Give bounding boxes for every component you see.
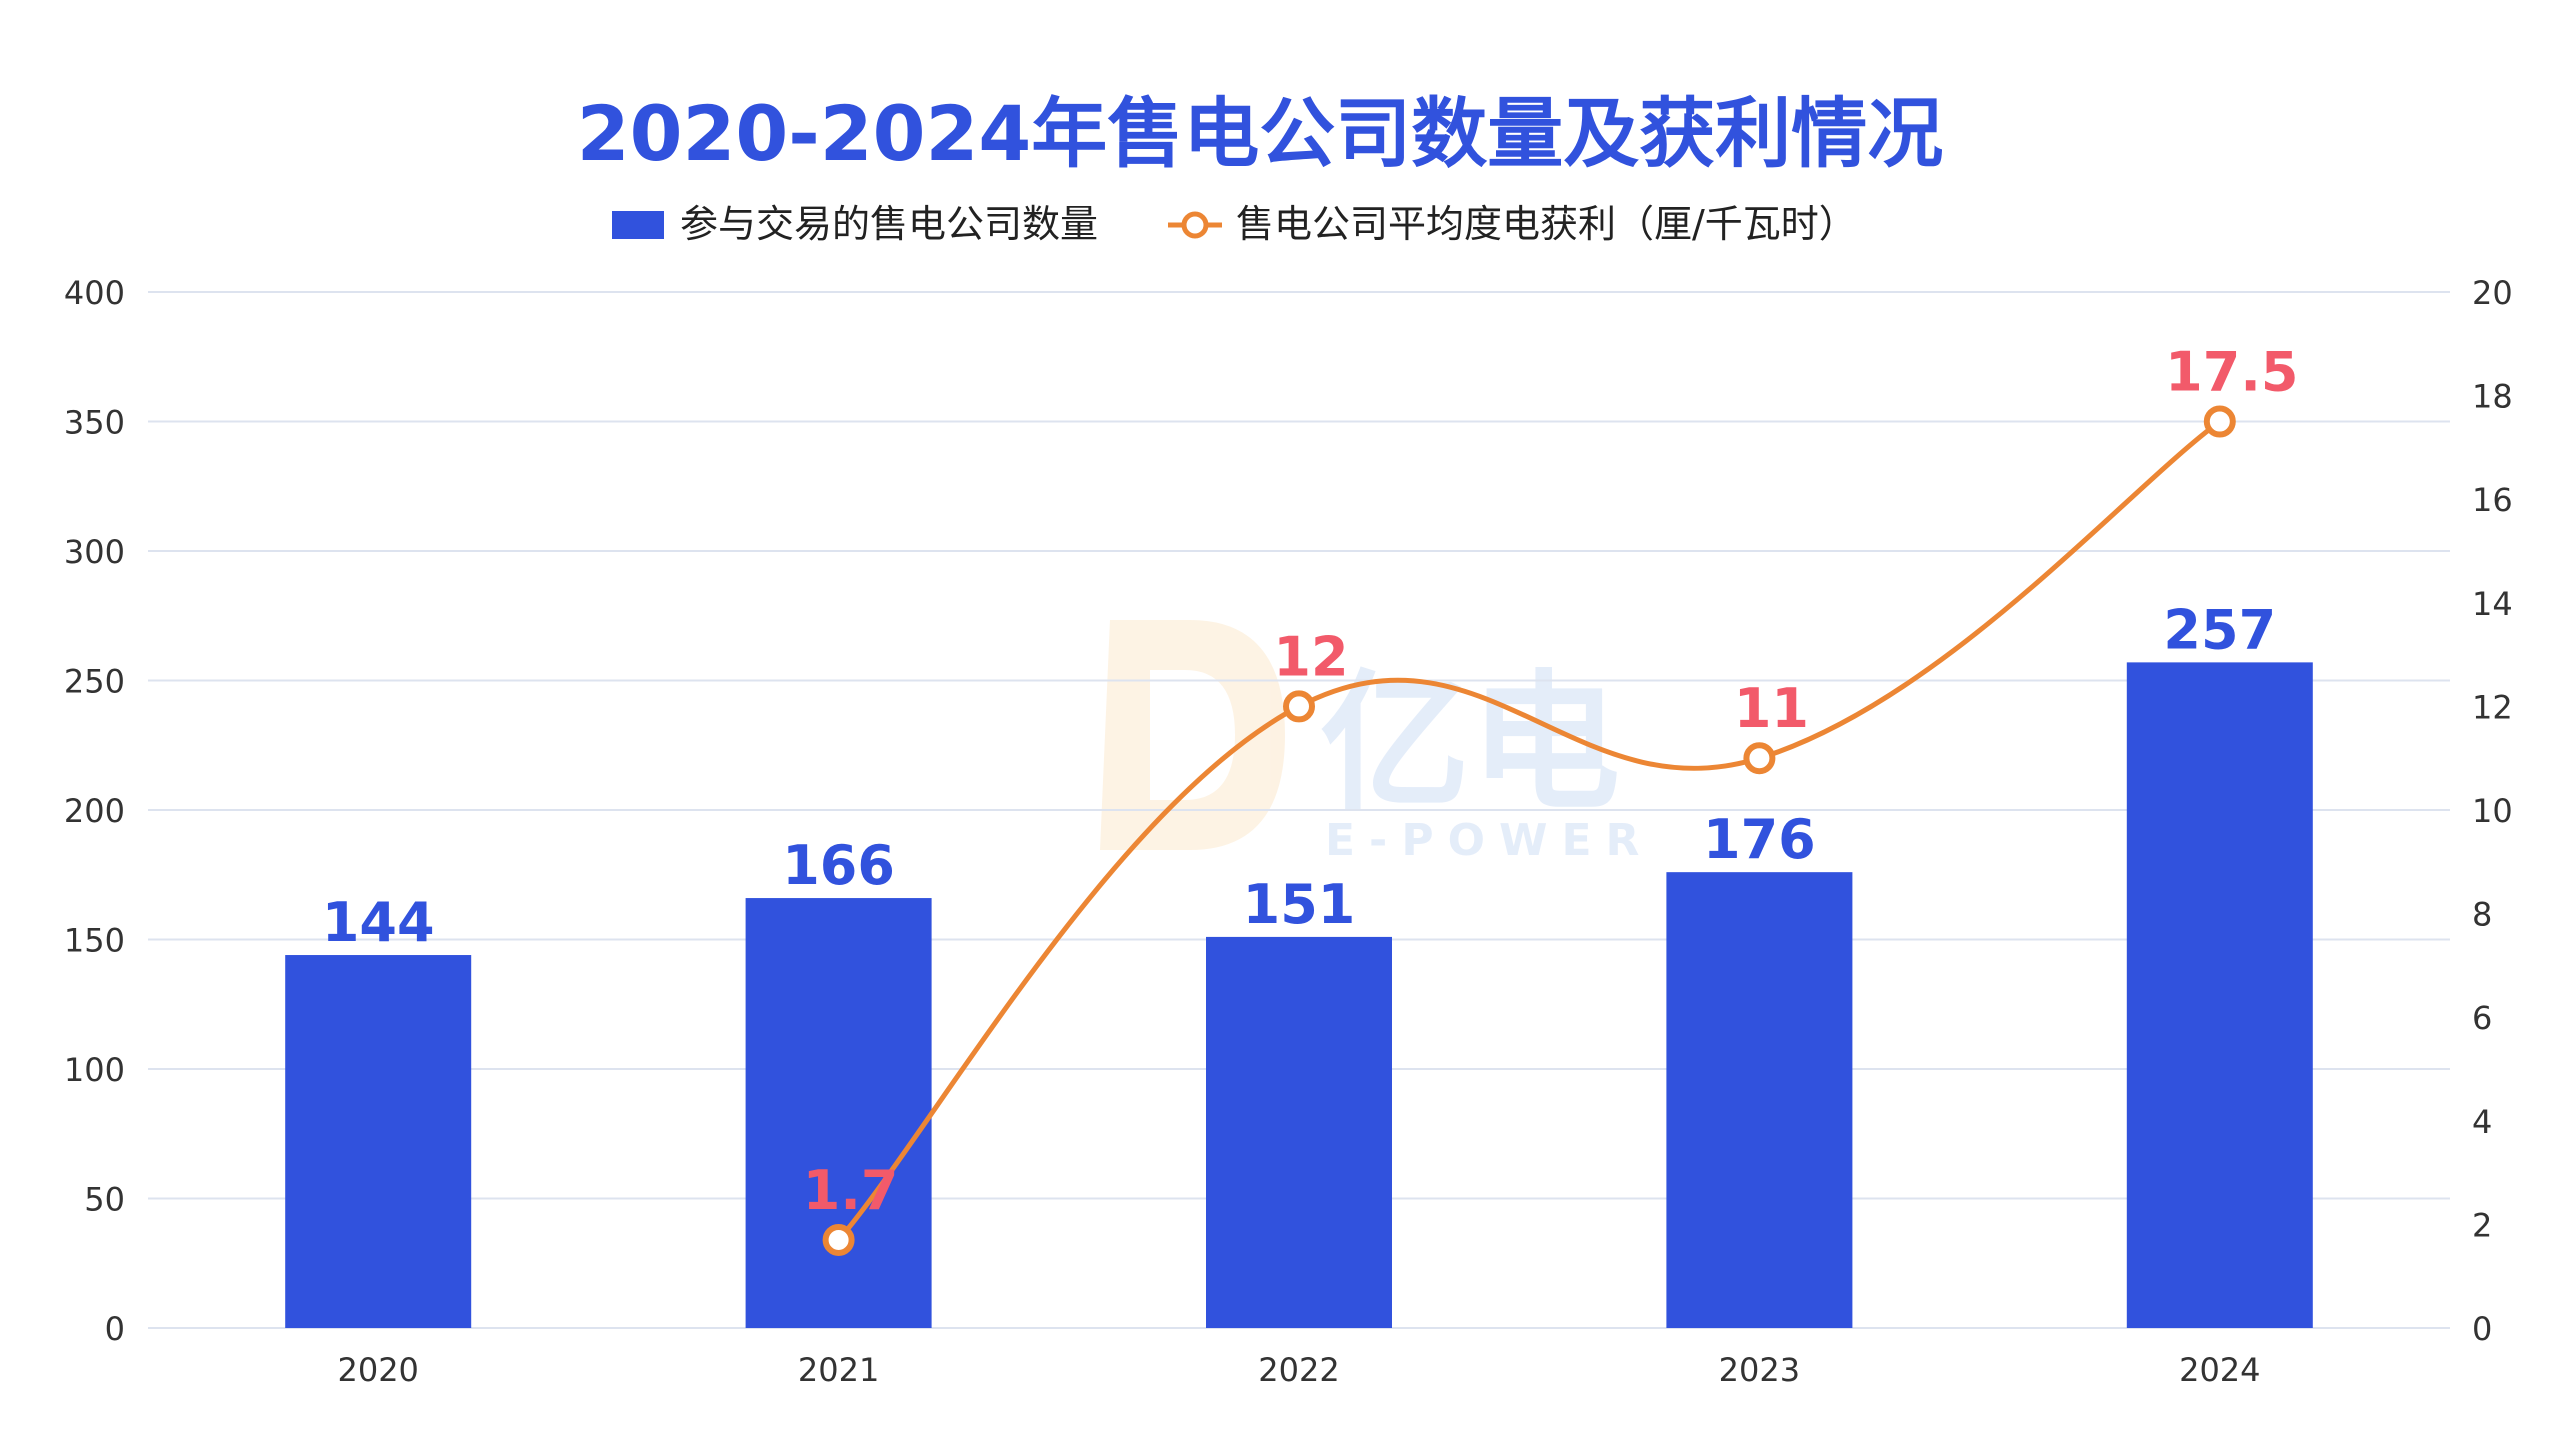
bar-labels: 144 166 151 176 257 (322, 598, 2276, 954)
y-right-tick-label: 20 (2472, 274, 2513, 312)
y-left-tick-label: 350 (64, 404, 125, 442)
line-point (822, 1223, 855, 1256)
grid (148, 291, 2450, 1329)
line-value-label: 17.5 (2165, 341, 2298, 404)
watermark-sub: E-POWER (1325, 815, 1653, 866)
bar (2126, 662, 2313, 1328)
y-right-tick-label: 18 (2472, 378, 2513, 416)
y-right-tick-label: 6 (2472, 999, 2492, 1037)
line-point (1283, 690, 1315, 723)
chart-title: 2020-2024年售电公司数量及获利情况 (577, 89, 1944, 178)
y-axis-left: 0 50 100 150 200 250 300 350 400 (64, 274, 125, 1348)
y-right-tick-label: 16 (2472, 481, 2513, 519)
y-left-tick-label: 250 (64, 663, 125, 701)
line-point (1743, 742, 1776, 775)
x-tick-label: 2021 (798, 1351, 879, 1389)
y-right-tick-label: 8 (2472, 896, 2492, 934)
line-value-label: 12 (1273, 625, 1348, 688)
y-left-tick-label: 200 (64, 792, 125, 830)
bar (1206, 936, 1392, 1328)
bar-value-label: 151 (1243, 873, 1356, 936)
bar (745, 898, 932, 1328)
legend: 参与交易的售电公司数量 售电公司平均度电获利（厘/千瓦时） (612, 202, 1857, 246)
line-value-label: 11 (1734, 677, 1809, 740)
bar (1666, 872, 1853, 1328)
bar-value-label: 166 (782, 834, 895, 897)
bar-value-label: 176 (1703, 808, 1816, 871)
x-tick-label: 2024 (2179, 1351, 2260, 1389)
profit-line (836, 419, 2222, 1242)
y-axis-right: 0 2 4 6 8 10 12 14 16 18 20 (2472, 274, 2513, 1348)
bar-series (285, 662, 2313, 1328)
legend-line-label: 售电公司平均度电获利（厘/千瓦时） (1236, 202, 1857, 246)
y-left-tick-label: 50 (84, 1181, 125, 1219)
y-left-tick-label: 300 (64, 533, 125, 571)
watermark-brand: 亿电 (1320, 657, 1620, 831)
line-value-label: 1.7 (803, 1159, 899, 1222)
x-tick-label: 2022 (1258, 1351, 1339, 1389)
x-axis: 2020 2021 2022 2023 2024 (337, 1351, 2260, 1389)
line-point (2203, 405, 2236, 438)
y-right-tick-label: 12 (2472, 688, 2513, 726)
y-right-tick-label: 2 (2472, 1206, 2492, 1244)
y-right-tick-label: 10 (2472, 792, 2513, 830)
y-right-tick-label: 0 (2472, 1310, 2492, 1348)
y-left-tick-label: 100 (64, 1051, 125, 1089)
y-left-tick-label: 150 (64, 922, 125, 960)
x-tick-label: 2020 (337, 1351, 418, 1389)
x-tick-label: 2023 (1719, 1351, 1800, 1389)
y-left-tick-label: 400 (64, 274, 125, 312)
line-series (822, 405, 2236, 1256)
y-left-tick-label: 0 (105, 1310, 125, 1348)
legend-bar-swatch (612, 211, 664, 239)
watermark: 亿电 E-POWER (1100, 620, 1653, 866)
legend-line-marker (1181, 211, 1209, 239)
y-right-tick-label: 4 (2472, 1103, 2492, 1141)
y-right-tick-label: 14 (2472, 585, 2513, 623)
line-labels: 1.7 12 11 17.5 (803, 341, 2299, 1222)
watermark-logo-icon (1100, 620, 1285, 850)
legend-bar-label: 参与交易的售电公司数量 (680, 202, 1098, 246)
bar-value-label: 257 (2163, 598, 2276, 661)
bar (285, 955, 472, 1328)
bar-value-label: 144 (322, 891, 435, 954)
